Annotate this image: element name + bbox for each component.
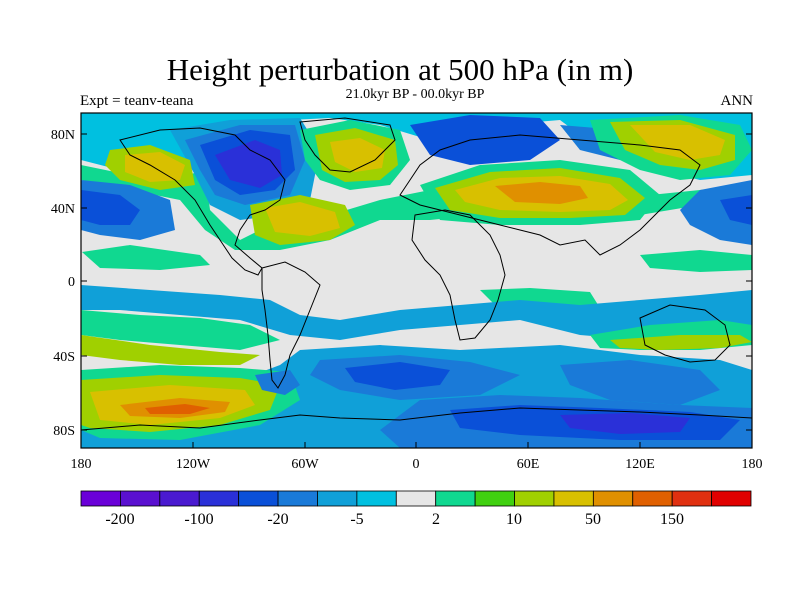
colorbar-box xyxy=(553,490,594,507)
colorbar-box xyxy=(671,490,712,507)
lon-tick-label: 180 xyxy=(742,457,763,472)
lon-tick-label: 120E xyxy=(625,457,655,472)
contour-band xyxy=(265,202,340,236)
colorbar-tick-label: 150 xyxy=(660,511,684,528)
colorbar-tick-label: 50 xyxy=(585,511,601,528)
contour-band xyxy=(680,180,752,245)
contour-band xyxy=(82,245,210,270)
colorbar-box xyxy=(474,490,515,507)
lat-tick-label: 40N xyxy=(51,202,75,217)
contour-band xyxy=(81,310,280,350)
contour-band xyxy=(345,362,450,390)
coastline-north-america xyxy=(119,127,286,276)
plot-title: Height perturbation at 500 hPa (in m) xyxy=(166,52,634,87)
colorbar-box xyxy=(356,490,397,507)
colorbar xyxy=(80,490,752,507)
contour-band xyxy=(330,138,385,172)
colorbar-tick-label: -20 xyxy=(267,511,288,528)
coastline-antarctica xyxy=(81,407,752,431)
colorbar-box xyxy=(711,490,752,507)
season-label: ANN xyxy=(720,93,754,109)
colorbar-tick-label: 10 xyxy=(506,511,522,528)
contour-field xyxy=(81,113,752,448)
lat-tick-label: 0 xyxy=(68,275,75,290)
colorbar-box xyxy=(435,490,476,507)
colorbar-box xyxy=(238,490,279,507)
contour-band xyxy=(81,165,752,250)
coastline-eurasia xyxy=(399,134,701,256)
colorbar-box xyxy=(159,490,200,507)
lat-ticks xyxy=(81,133,752,431)
contour-band xyxy=(81,190,140,225)
contour-band xyxy=(495,182,588,204)
colorbar-tick-label: -5 xyxy=(350,511,363,528)
contour-band xyxy=(630,125,725,160)
contour-band xyxy=(410,115,560,165)
contour-band xyxy=(255,370,300,395)
lat-tick-label: 40S xyxy=(53,350,75,365)
colorbar-box xyxy=(632,490,673,507)
contour-band xyxy=(145,404,210,414)
experiment-label: Expt = teanv-teana xyxy=(80,93,194,109)
colorbar-box xyxy=(514,490,555,507)
contour-band xyxy=(610,335,752,350)
coastline-australia xyxy=(639,304,731,363)
lon-tick-label: 0 xyxy=(413,457,420,472)
contour-band xyxy=(81,335,260,365)
colorbar-box xyxy=(317,490,358,507)
colorbar-box xyxy=(395,490,437,507)
colorbar-box xyxy=(592,490,634,507)
colorbar-box xyxy=(198,490,240,507)
colorbar-labels: -200 -100 -20 -5 2 10 50 150 xyxy=(105,511,684,528)
colorbar-tick-label: 2 xyxy=(432,511,440,528)
coastline-africa xyxy=(411,209,506,341)
coastline-greenland xyxy=(299,117,396,173)
colorbar-tick-label: -100 xyxy=(184,511,213,528)
contour-band xyxy=(640,250,752,272)
contour-band xyxy=(560,413,690,434)
lon-tick-label: 180 xyxy=(71,457,92,472)
plot-subtitle: 21.0kyr BP - 00.0kyr BP xyxy=(345,87,485,102)
contour-band xyxy=(560,360,720,405)
colorbar-tick-label: -200 xyxy=(105,511,134,528)
lat-tick-label: 80N xyxy=(51,128,75,143)
lon-tick-label: 60E xyxy=(517,457,540,472)
colorbar-box xyxy=(277,490,318,507)
coastline-south-america xyxy=(261,261,321,389)
lat-tick-label: 80S xyxy=(53,424,75,439)
colorbar-box xyxy=(120,490,161,507)
coastlines xyxy=(81,117,752,431)
contour-band xyxy=(81,285,752,340)
contour-band xyxy=(215,140,282,188)
lon-ticks xyxy=(80,442,753,448)
lon-tick-label: 60W xyxy=(291,457,319,472)
contour-band xyxy=(720,195,752,225)
lon-tick-label: 120W xyxy=(176,457,211,472)
colorbar-box xyxy=(80,490,121,507)
